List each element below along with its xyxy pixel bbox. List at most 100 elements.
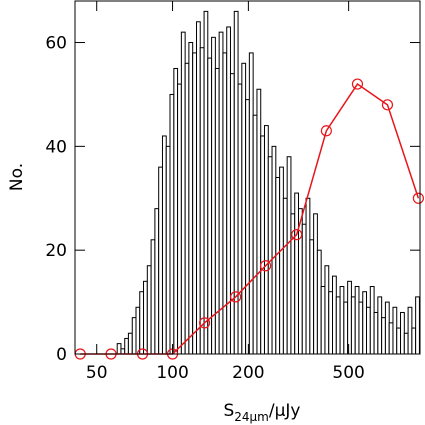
histogram-bar bbox=[388, 322, 394, 355]
y-tick-label: 60 bbox=[45, 34, 67, 54]
histogram-bar bbox=[362, 291, 368, 355]
histogram-bar bbox=[335, 296, 341, 355]
histogram-bar bbox=[177, 83, 182, 355]
histogram-bar bbox=[237, 83, 243, 355]
histogram-bar bbox=[158, 166, 163, 355]
histogram-bar bbox=[252, 114, 258, 355]
histogram-bar bbox=[256, 88, 262, 355]
histogram-bar bbox=[294, 192, 299, 355]
histogram-bar bbox=[358, 301, 364, 355]
histogram-bar bbox=[143, 280, 148, 355]
histogram-bar bbox=[366, 306, 371, 355]
histogram-bar bbox=[211, 36, 216, 355]
histogram-bar bbox=[180, 31, 186, 355]
histogram-bar bbox=[275, 177, 281, 355]
histogram-bar bbox=[188, 42, 194, 355]
histogram-bar bbox=[222, 52, 228, 355]
line-marker bbox=[230, 291, 242, 303]
histogram-bar bbox=[199, 47, 205, 355]
x-tick-label: 200 bbox=[232, 363, 264, 383]
histogram-bar bbox=[282, 197, 288, 355]
histogram-bar bbox=[301, 223, 307, 355]
histogram-bar bbox=[124, 337, 129, 355]
histogram-bar bbox=[347, 280, 352, 355]
histogram-bar bbox=[165, 145, 171, 355]
histogram-bar bbox=[377, 296, 383, 355]
histogram-bar bbox=[173, 67, 179, 355]
y-tick-label: 0 bbox=[56, 345, 67, 365]
line-marker bbox=[351, 78, 364, 90]
line-marker bbox=[198, 317, 211, 329]
histogram-bar bbox=[127, 332, 133, 355]
histogram-bar bbox=[139, 291, 145, 355]
histogram-bar bbox=[154, 208, 160, 355]
histogram-bar bbox=[161, 135, 167, 355]
histogram-bar bbox=[305, 197, 311, 355]
histogram-bar bbox=[226, 26, 231, 355]
histogram-bar bbox=[229, 73, 235, 355]
x-tick-label: 50 bbox=[86, 363, 108, 383]
histogram-bar bbox=[350, 296, 356, 355]
line-marker bbox=[412, 192, 424, 204]
histogram-bar bbox=[369, 286, 375, 355]
histogram-bar bbox=[260, 135, 265, 355]
histogram-bar bbox=[381, 317, 386, 355]
histogram-bar bbox=[320, 286, 326, 355]
histogram-bar bbox=[120, 348, 126, 355]
histogram-bar bbox=[131, 317, 137, 355]
histogram-bar bbox=[207, 57, 213, 355]
histogram-bar bbox=[135, 306, 141, 355]
histogram-bar bbox=[146, 265, 152, 355]
histogram-bar bbox=[373, 311, 379, 355]
histogram-bar bbox=[343, 301, 349, 355]
histogram-bar bbox=[184, 62, 190, 355]
y-tick-label: 40 bbox=[45, 137, 67, 157]
histogram-bar bbox=[313, 213, 318, 355]
histogram-bar bbox=[279, 166, 284, 355]
histogram-bar bbox=[263, 125, 269, 355]
histogram-bar bbox=[396, 327, 402, 355]
histogram-bar bbox=[316, 249, 322, 355]
histogram-bar bbox=[384, 301, 390, 355]
histogram-bar bbox=[116, 343, 122, 355]
line-marker bbox=[259, 260, 272, 272]
histogram-bar bbox=[400, 311, 405, 355]
histogram-bar bbox=[196, 21, 201, 355]
x-tick-label: 100 bbox=[156, 363, 188, 383]
histogram-bar bbox=[150, 239, 156, 355]
histogram-bar bbox=[286, 156, 292, 355]
histogram-bar bbox=[245, 99, 250, 355]
histogram-bar bbox=[407, 306, 413, 355]
x-label-rest: /μJy bbox=[269, 401, 301, 421]
histogram-bar bbox=[339, 286, 345, 355]
histogram-bar bbox=[218, 31, 224, 355]
histogram-bar bbox=[324, 265, 330, 355]
y-tick-label: 20 bbox=[45, 241, 67, 261]
histogram-bar bbox=[411, 327, 417, 355]
x-axis-label: S24μm/μJy bbox=[223, 401, 300, 424]
histogram-bar bbox=[267, 156, 273, 355]
histogram-bar bbox=[332, 275, 337, 355]
histogram-bar bbox=[233, 10, 239, 355]
histogram-bar bbox=[192, 52, 198, 355]
histogram-bar bbox=[203, 10, 209, 355]
histogram-bar bbox=[309, 239, 315, 355]
line-marker bbox=[291, 229, 303, 241]
x-label-main: S bbox=[223, 401, 234, 421]
histogram-bar bbox=[354, 286, 360, 355]
histogram-bar bbox=[241, 62, 247, 355]
line-marker bbox=[320, 125, 332, 137]
histogram-bar bbox=[403, 332, 409, 355]
y-axis-label: No. bbox=[7, 163, 27, 191]
histogram-bar bbox=[415, 296, 420, 355]
histogram-bar bbox=[169, 93, 175, 355]
line-marker bbox=[381, 99, 394, 111]
plot-frame bbox=[74, 0, 421, 355]
histogram-bar bbox=[248, 52, 254, 355]
x-label-sub: 24μm bbox=[234, 410, 269, 424]
histogram-bar bbox=[392, 306, 398, 355]
histogram-bar bbox=[328, 291, 334, 355]
histogram-bar bbox=[271, 145, 277, 355]
x-tick-label: 500 bbox=[332, 363, 364, 383]
